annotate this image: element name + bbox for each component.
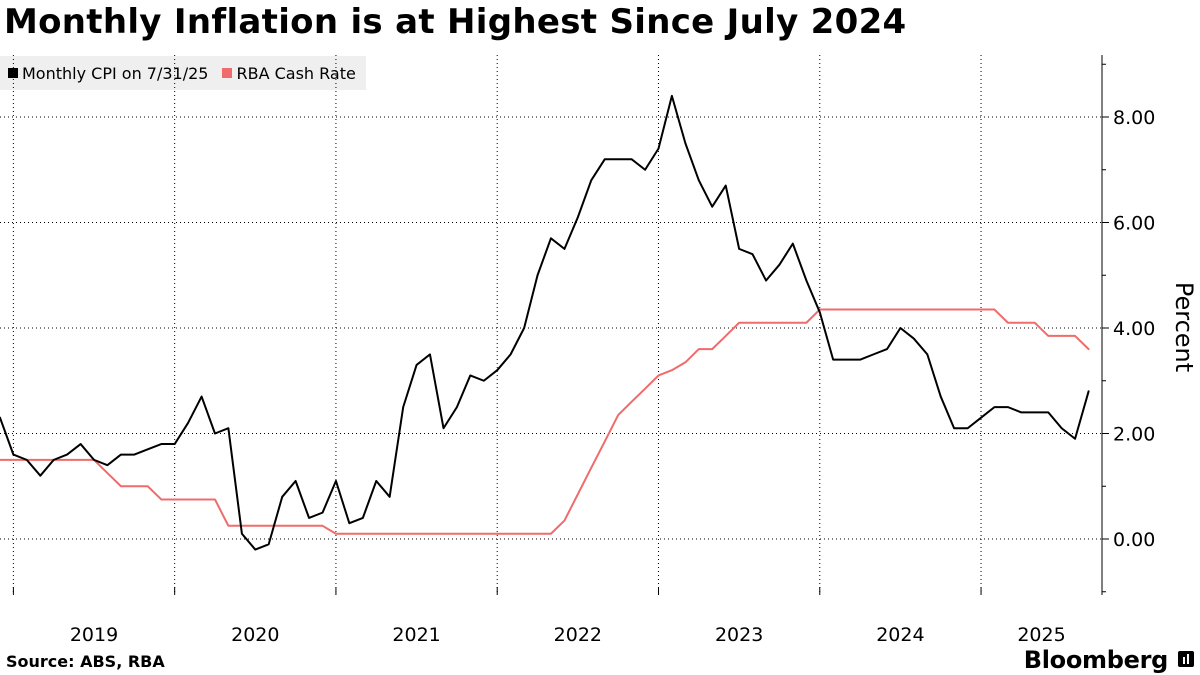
legend-item-rba: RBA Cash Rate (222, 63, 356, 83)
legend-swatch-cpi (8, 68, 18, 78)
y-tick-label-2: 4.00 (1113, 318, 1155, 340)
y-axis: 0.00 2.00 4.00 6.00 8.00 (1101, 55, 1155, 595)
x-tick-label-2020: 2020 (231, 624, 279, 646)
y-tick-label-1: 2.00 (1113, 424, 1155, 446)
x-axis: 2019 2020 2021 2022 2023 2024 2025 (12, 587, 1066, 646)
bloomberg-terminal-icon (1178, 651, 1194, 667)
source-note: Source: ABS, RBA (6, 652, 165, 671)
x-tick-label-2025: 2025 (1017, 624, 1065, 646)
x-tick-label-2024: 2024 (876, 624, 924, 646)
legend-item-cpi: Monthly CPI on 7/31/25 (8, 64, 208, 83)
x-tick-label-2019: 2019 (70, 624, 118, 646)
legend-label-rba: RBA Cash Rate (236, 63, 356, 83)
y-tick-label-4: 8.00 (1113, 107, 1155, 129)
series-line-rba-cash-rate (0, 308, 1090, 535)
bloomberg-logo: Bloomberg (1023, 646, 1169, 674)
gridlines (0, 55, 1102, 595)
legend-label-cpi: Monthly CPI on 7/31/25 (22, 63, 209, 83)
y-axis-label: Percent (1170, 282, 1198, 372)
x-tick-label-2021: 2021 (392, 624, 440, 646)
chart-title: Monthly Inflation is at Highest Since Ju… (4, 2, 907, 42)
legend: Monthly CPI on 7/31/25 RBA Cash Rate (0, 56, 366, 90)
y-tick-label-3: 6.00 (1113, 213, 1155, 235)
series-line-monthly-cpi (0, 94, 1090, 551)
series-group (0, 94, 1090, 551)
y-tick-label-0: 0.00 (1113, 529, 1155, 551)
legend-swatch-rba (222, 68, 233, 78)
x-tick-label-2022: 2022 (554, 624, 602, 646)
x-tick-label-2023: 2023 (715, 624, 763, 646)
